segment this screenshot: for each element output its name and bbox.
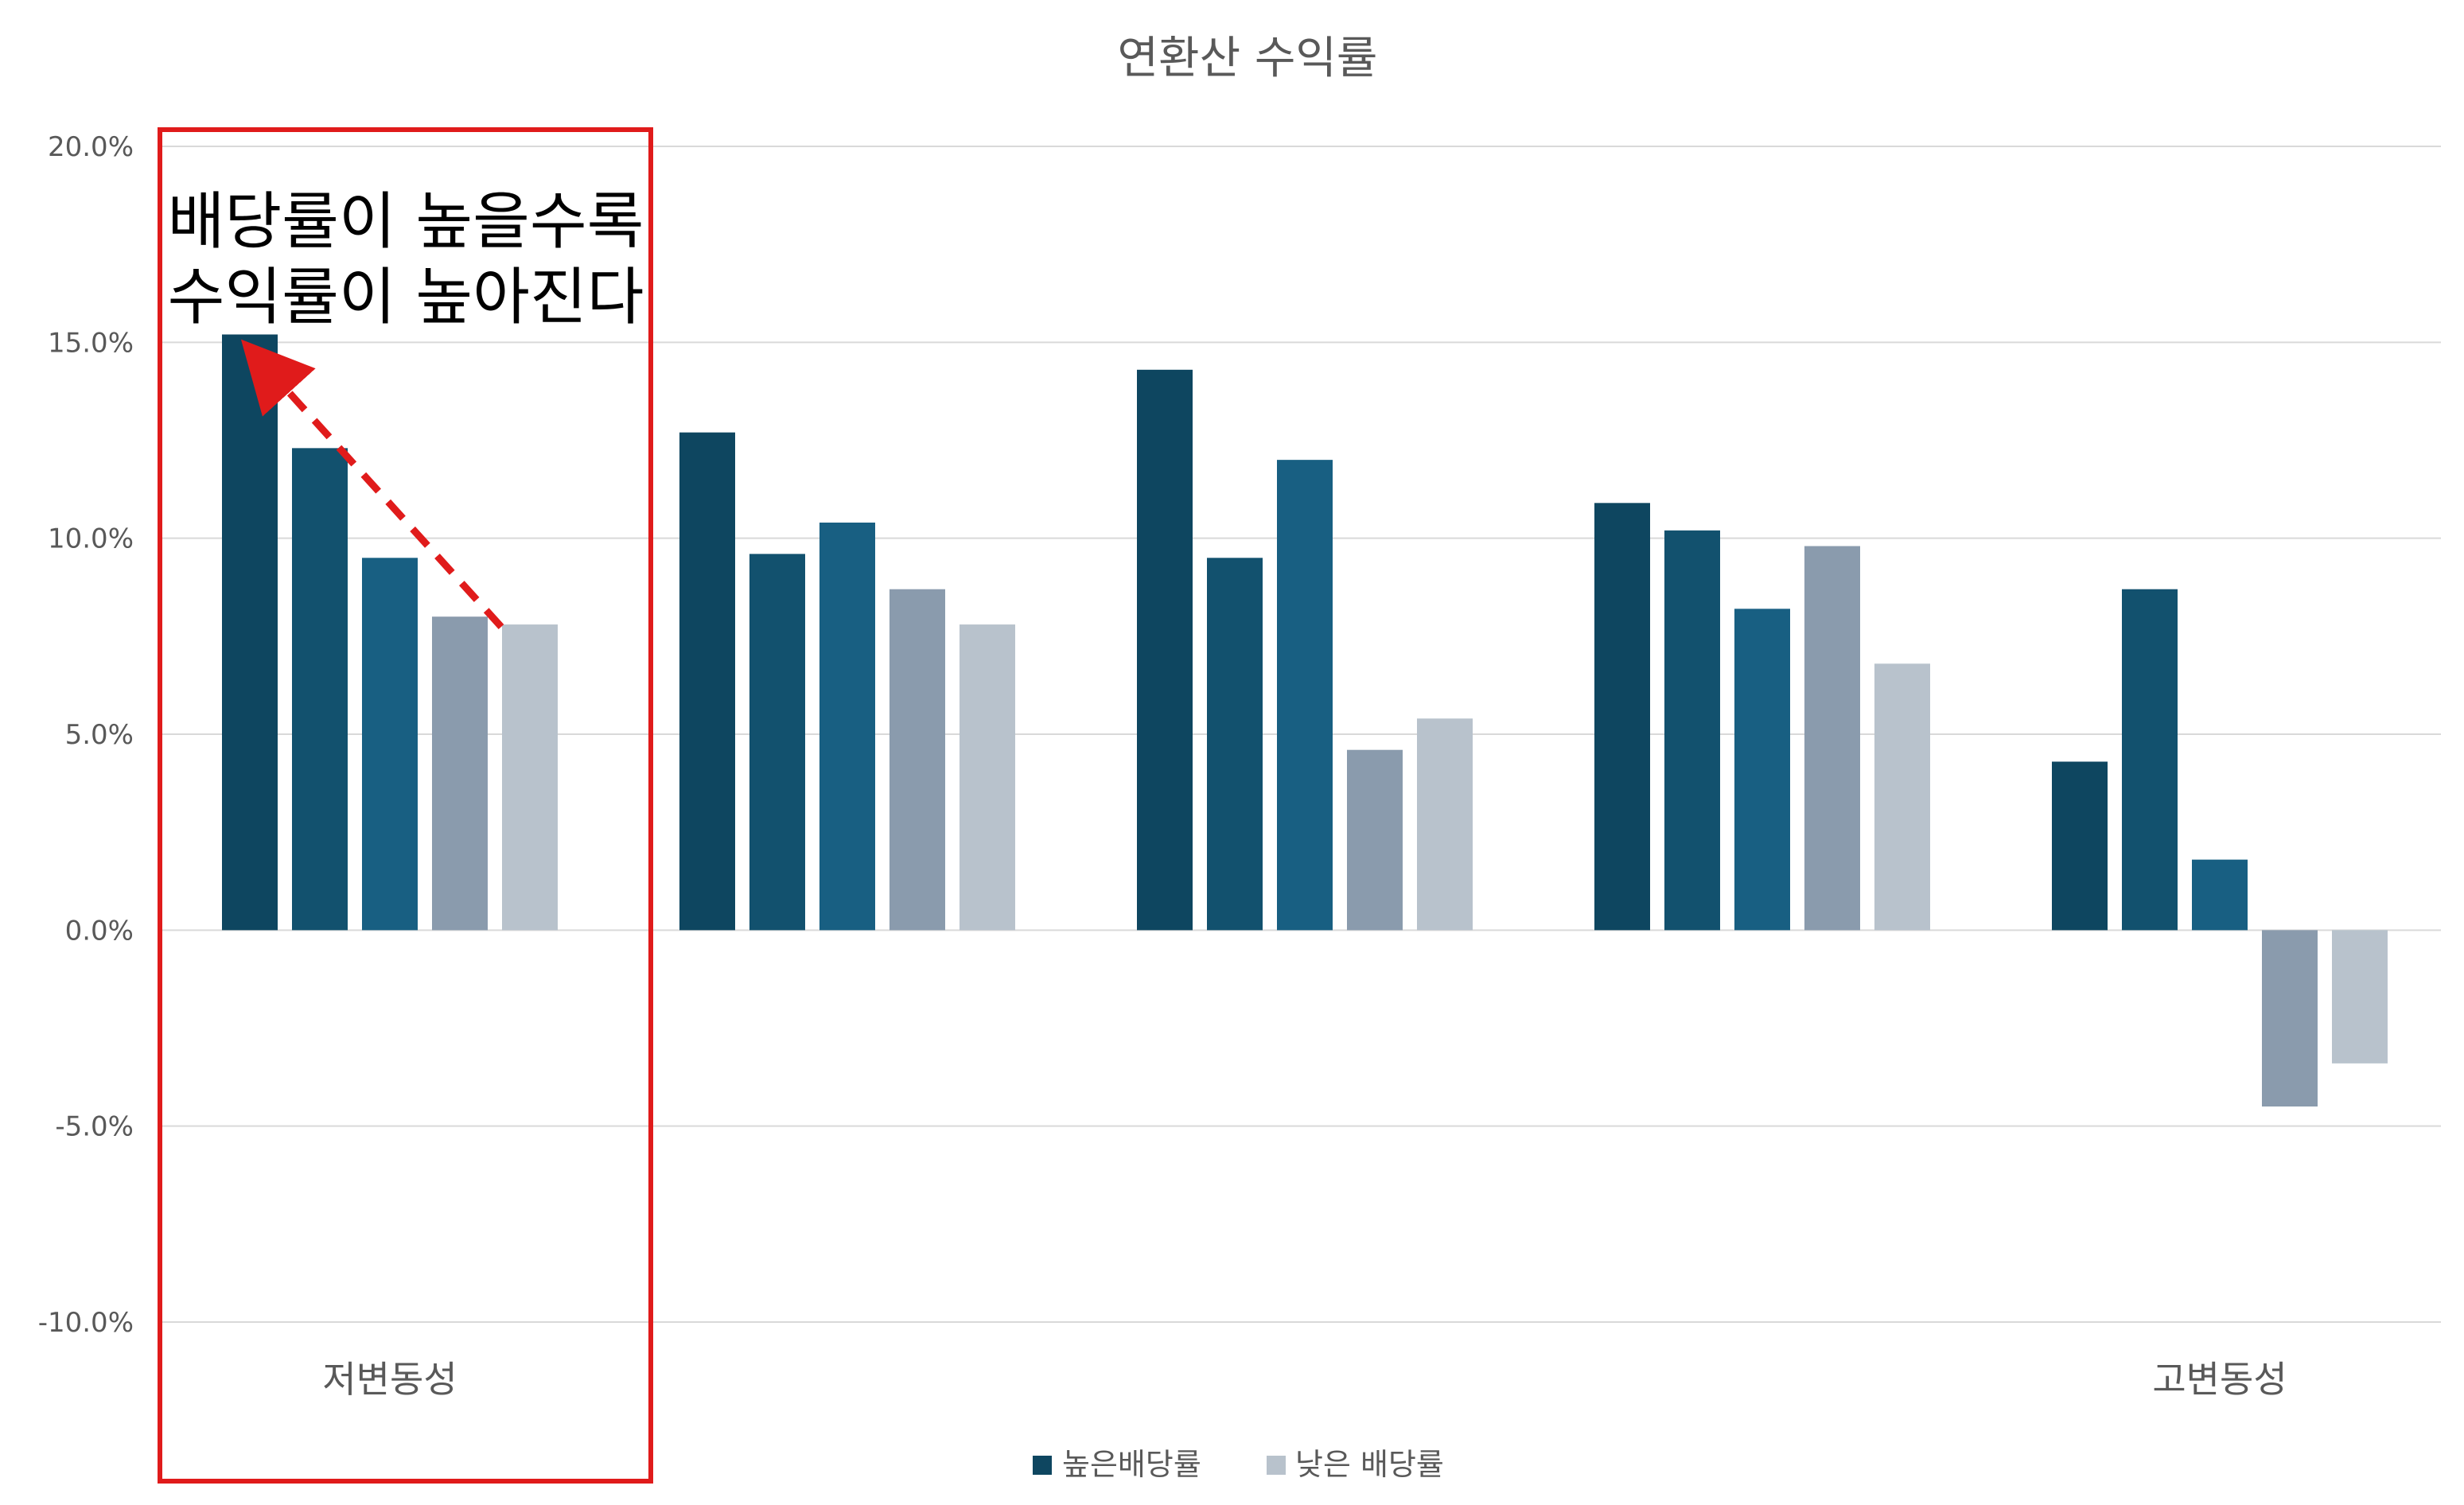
bar <box>1277 460 1333 931</box>
y-tick-label: 0.0% <box>65 915 134 947</box>
y-tick-label: 5.0% <box>65 719 134 751</box>
bar <box>819 522 875 931</box>
chart-title: 연환산 수익률 <box>1118 33 1378 84</box>
y-tick-label: -10.0% <box>38 1307 134 1339</box>
bar <box>2192 859 2248 931</box>
bar <box>1804 546 1860 931</box>
bar <box>960 624 1015 931</box>
category-label: 고변동성 <box>2152 1358 2287 1401</box>
bar <box>2052 761 2108 931</box>
bar <box>749 554 805 931</box>
bar <box>2122 589 2178 931</box>
bar <box>1207 558 1263 931</box>
bar <box>1594 503 1650 931</box>
legend: 높은배당률 낮은 배당률 <box>1033 1447 1444 1482</box>
bar <box>502 624 558 931</box>
trend-arrow <box>240 339 504 630</box>
legend-swatch-high-dividend <box>1033 1456 1052 1475</box>
category-labels: 저변동성 고변동성 <box>322 1358 2287 1401</box>
y-tick-label: 20.0% <box>48 131 134 163</box>
y-tick-label: -5.0% <box>55 1111 134 1143</box>
bar <box>432 616 488 931</box>
legend-label-high-dividend: 높은배당률 <box>1062 1447 1201 1482</box>
bar <box>1874 663 1930 931</box>
legend-label-low-dividend: 낮은 배당률 <box>1295 1447 1444 1482</box>
bar <box>1734 609 1790 931</box>
y-tick-label: 10.0% <box>48 523 134 555</box>
bar <box>889 589 945 931</box>
bar <box>1417 718 1473 931</box>
y-tick-label: 15.0% <box>48 327 134 359</box>
bar <box>292 448 348 931</box>
legend-swatch-low-dividend <box>1267 1456 1286 1475</box>
highlight-box <box>158 127 653 1484</box>
annotation-line-2: 수익률이 높아진다 <box>168 262 644 333</box>
bar <box>2332 930 2388 1064</box>
bar <box>1347 749 1403 931</box>
bar <box>679 432 735 931</box>
y-axis-tick-labels: 20.0% 15.0% 10.0% 5.0% 0.0% -5.0% -10.0% <box>38 131 134 1339</box>
bar <box>2262 930 2318 1107</box>
bar <box>1664 530 1720 931</box>
bar <box>362 558 418 931</box>
annotation-line-1: 배당률이 높을수록 <box>168 186 644 258</box>
bar <box>222 334 278 931</box>
bar <box>1137 369 1193 931</box>
category-label: 저변동성 <box>322 1358 457 1401</box>
bars <box>222 334 2388 1107</box>
